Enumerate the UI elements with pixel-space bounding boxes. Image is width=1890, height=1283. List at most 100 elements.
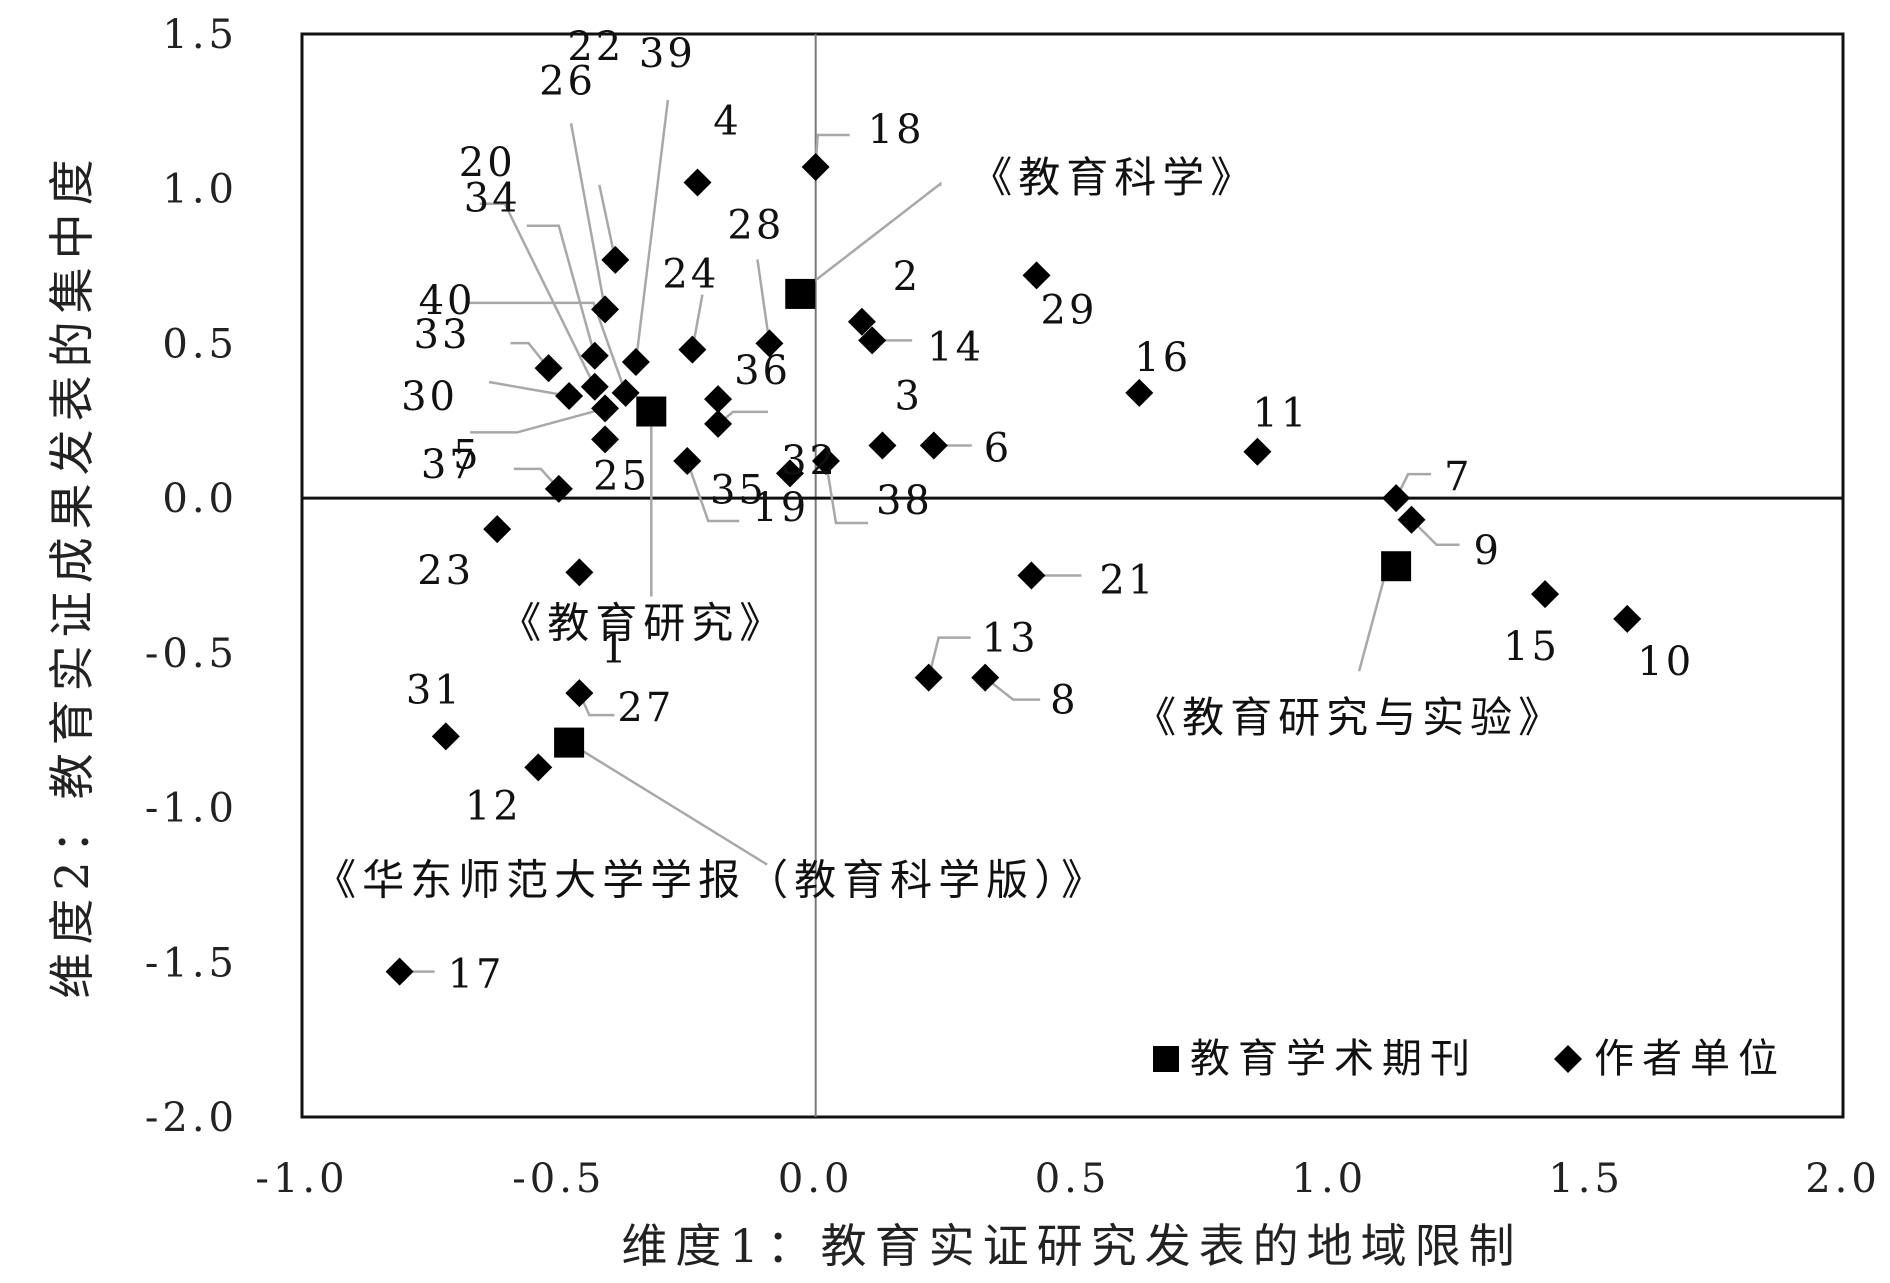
leader-line — [466, 301, 627, 394]
leader-line — [470, 407, 606, 434]
unit-point-label: 6 — [984, 426, 1012, 472]
unit-point-label: 28 — [727, 202, 784, 248]
unit-point-marker — [544, 474, 573, 503]
unit-point-marker — [1125, 378, 1154, 407]
unit-point-label: 4 — [713, 99, 741, 145]
unit-point-marker — [858, 326, 887, 355]
unit-point-label: 2 — [893, 254, 921, 300]
unit-point-label: 19 — [752, 485, 809, 531]
unit-point-label: 21 — [1099, 558, 1156, 604]
unit-point-marker — [591, 394, 620, 423]
unit-point-label: 15 — [1503, 624, 1560, 670]
legend-square-marker — [1153, 1046, 1179, 1072]
unit-point-label: 1 — [601, 626, 629, 672]
unit-point-label: 22 — [567, 24, 624, 70]
unit-point-marker — [555, 382, 584, 411]
x-tick-label: -1.0 — [255, 1156, 348, 1202]
unit-point-marker — [1397, 505, 1426, 534]
unit-point-marker — [683, 168, 712, 197]
unit-point-label: 17 — [448, 952, 505, 998]
unit-point-label: 35 — [710, 467, 767, 513]
leader-line — [984, 676, 1041, 701]
journal-point-label: 《教育研究与实验》 — [1134, 693, 1566, 742]
unit-point-label: 11 — [1252, 391, 1309, 437]
journal-point-marker — [785, 278, 816, 309]
x-tick-label: 2.0 — [1805, 1156, 1881, 1202]
unit-point-marker — [534, 354, 563, 383]
leader-line — [1357, 577, 1386, 672]
unit-point-label: 13 — [982, 616, 1039, 662]
y-tick-label: 0.5 — [162, 321, 238, 367]
unit-point-marker — [971, 663, 1000, 692]
unit-point-label: 29 — [1041, 287, 1098, 333]
x-axis-title: 维度1：教育实证研究发表的地域限制 — [621, 1219, 1522, 1273]
y-tick-label: -2.0 — [145, 1095, 238, 1141]
y-tick-label: -1.0 — [145, 786, 238, 832]
leader-line — [526, 224, 596, 357]
journal-point-label: 《教育研究》 — [499, 599, 787, 648]
unit-point-label: 31 — [406, 667, 463, 713]
x-tick-label: 0.5 — [1035, 1156, 1111, 1202]
unit-point-label: 16 — [1134, 335, 1191, 381]
unit-point-marker — [591, 425, 620, 454]
unit-point-label: 40 — [419, 278, 476, 324]
unit-point-marker — [524, 753, 553, 782]
leader-line — [568, 741, 768, 866]
unit-point-marker — [914, 663, 943, 692]
unit-point-marker — [601, 245, 630, 274]
unit-point-label: 14 — [927, 324, 984, 370]
label-leader-lines — [399, 99, 1460, 973]
legend: 教育学术期刊 作者单位 — [1153, 1036, 1786, 1082]
unit-point-label: 36 — [734, 348, 791, 394]
y-tick-label: -0.5 — [145, 631, 238, 677]
unit-point-label: 37 — [421, 442, 478, 488]
unit-point-marker — [678, 335, 707, 364]
unit-point-marker — [811, 447, 840, 476]
leader-line — [927, 636, 971, 678]
y-tick-label: 1.5 — [162, 12, 238, 58]
leader-line — [569, 123, 607, 310]
unit-point-marker — [673, 447, 702, 476]
unit-point-marker — [385, 957, 414, 986]
unit-point-marker — [431, 722, 460, 751]
unit-point-marker — [1022, 261, 1051, 290]
unit-point-marker — [868, 431, 897, 460]
unit-point-label: 20 — [459, 140, 516, 186]
legend-diamond-marker — [1554, 1045, 1582, 1073]
unit-point-label: 25 — [593, 453, 650, 499]
journal-point-marker — [554, 727, 585, 758]
unit-point-marker — [755, 329, 784, 358]
unit-point-label: 32 — [781, 438, 838, 484]
y-axis-title: 维度2：教育实证成果发表的集中度 — [45, 151, 99, 998]
unit-point-marker — [1017, 561, 1046, 590]
x-tick-label: 1.0 — [1292, 1156, 1368, 1202]
unit-point-label: 39 — [639, 31, 696, 77]
unit-point-marker — [704, 385, 733, 414]
unit-point-marker — [775, 459, 804, 488]
y-tick-label: 0.0 — [162, 476, 238, 522]
leader-line — [634, 99, 670, 363]
legend-label-units: 作者单位 — [1594, 1036, 1786, 1082]
unit-point-marker — [919, 431, 948, 460]
unit-point-label: 18 — [868, 107, 925, 153]
unit-point-label: 27 — [617, 685, 674, 731]
unit-point-label: 34 — [464, 176, 521, 222]
legend-label-journals: 教育学术期刊 — [1190, 1036, 1478, 1082]
unit-point-label: 30 — [401, 374, 458, 420]
leader-line — [598, 184, 617, 261]
unit-point-label: 26 — [539, 58, 596, 104]
leader-line — [807, 181, 942, 287]
leader-line — [510, 341, 550, 369]
leader-line — [686, 460, 740, 523]
x-tick-label: -0.5 — [512, 1156, 605, 1202]
unit-point-marker — [591, 295, 620, 324]
plot-frame — [300, 32, 1845, 1119]
x-tick-label: 0.0 — [778, 1156, 854, 1202]
unit-point-marker — [1613, 604, 1642, 633]
unit-point-marker — [1531, 580, 1560, 609]
unit-point-marker — [483, 515, 512, 544]
journal-point-label: 《教育科学》 — [970, 153, 1258, 202]
unit-point-marker — [1382, 484, 1411, 513]
unit-point-marker — [704, 409, 733, 438]
